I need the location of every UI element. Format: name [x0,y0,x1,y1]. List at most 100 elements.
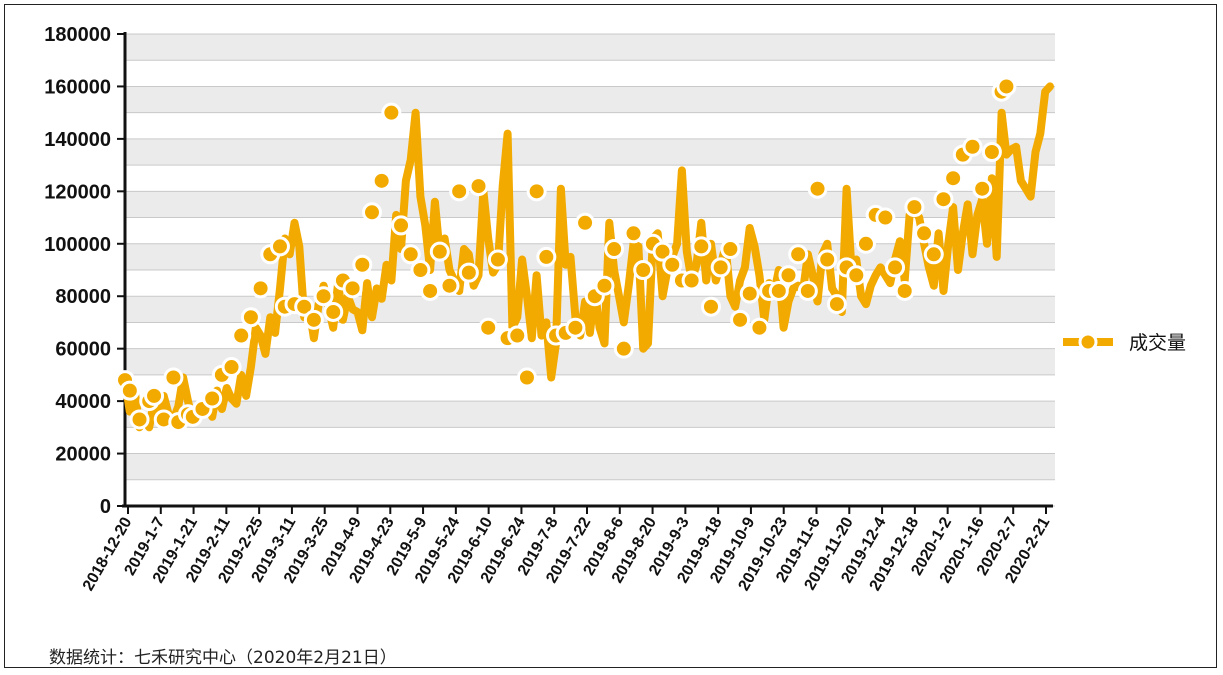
data-point [119,380,140,401]
data-point [594,275,615,296]
data-point [391,215,412,236]
series-line-volume [121,82,1054,432]
data-point [681,270,702,291]
data-point [623,223,644,244]
data-point [487,249,508,270]
data-point [371,170,392,191]
data-point [875,207,896,228]
y-tick-label: 0 [100,496,111,518]
data-point [221,357,242,378]
data-point [700,296,721,317]
y-tick-label: 140000 [44,129,111,151]
series-line-group [121,82,1054,432]
data-point [575,212,596,233]
data-point [885,257,906,278]
data-point [303,309,324,330]
y-tick-label: 120000 [44,181,111,203]
y-tick-label: 180000 [44,24,111,46]
grid-band [125,453,1055,480]
data-point [894,280,915,301]
y-tick-label: 40000 [55,391,111,413]
data-point [458,262,479,283]
data-point [817,249,838,270]
data-point [933,189,954,210]
y-tick-label: 20000 [55,444,111,466]
data-point [807,178,828,199]
data-point [381,102,402,123]
data-point [202,388,223,409]
data-point [788,244,809,265]
volume-line-chart: 0 20000 40000 60000 80000 100000 120000 140000 1… [44,24,1186,594]
grid-band [125,191,1055,218]
data-point [352,254,373,275]
data-point [691,236,712,257]
data-point [294,296,315,317]
data-point [730,309,751,330]
data-point [231,325,252,346]
data-point [536,246,557,267]
data-point [342,278,363,299]
data-point [604,239,625,260]
source-note: 数据统计：七禾研究中心（2020年2月21日） [49,648,397,668]
data-point [313,286,334,307]
data-point [439,275,460,296]
data-point [996,76,1017,97]
data-point [633,260,654,280]
data-point [144,385,165,406]
data-point [250,278,271,299]
data-point [516,367,537,388]
data-point [400,244,421,265]
data-point [129,409,150,430]
data-point [962,136,983,157]
grid-band [125,348,1055,375]
data-point [478,317,499,338]
x-tick-labels: 2018-12-202019-1-72019-1-212019-2-112019… [80,506,1054,594]
data-point [163,367,184,388]
legend: 成交量 [1063,332,1186,354]
legend-label: 成交量 [1129,332,1186,354]
y-tick-label: 100000 [44,234,111,256]
data-point [449,181,470,202]
legend-marker [1078,332,1098,352]
data-point [720,239,741,260]
y-tick-label: 80000 [55,286,111,308]
data-point [981,142,1002,162]
y-tick-label: 160000 [44,76,111,98]
data-point [468,176,489,197]
chart-frame: 0 20000 40000 60000 80000 100000 120000 140000 1… [4,4,1217,668]
data-point [429,241,450,262]
y-tick-labels: 0 20000 40000 60000 80000 100000 120000 140000 1… [44,24,125,518]
data-point [846,265,867,286]
data-point [240,307,261,328]
data-point [710,257,731,278]
data-point [914,223,935,244]
data-point [768,280,789,301]
data-point [420,280,441,301]
grid-band [125,138,1055,166]
data-point [526,181,547,202]
data-point [904,197,925,218]
data-point [652,241,673,262]
data-point [749,317,770,338]
y-tick-label: 60000 [55,339,111,361]
data-point [410,260,431,280]
grid-band [125,401,1055,428]
data-point [323,301,344,322]
data-point [269,236,290,257]
data-point [972,178,993,199]
data-point [613,338,634,359]
grid-band [125,86,1055,113]
data-point [923,244,944,265]
data-point [662,254,683,275]
x-tick-label: 2018-12-20 [80,514,136,593]
data-point [826,294,847,315]
data-point [943,168,964,189]
grid-band [125,34,1055,61]
data-point [565,317,586,338]
data-point [855,233,876,254]
data-point [507,325,528,346]
data-point [778,265,799,286]
series-markers [115,76,1017,433]
data-point [797,280,818,301]
data-point [739,283,760,304]
